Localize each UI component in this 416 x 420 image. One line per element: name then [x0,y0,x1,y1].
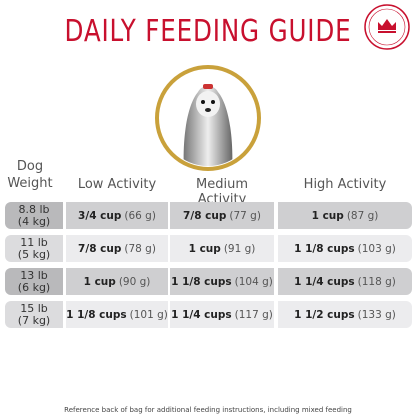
grams: (104 g) [234,275,273,288]
amount: 1 cup [311,209,344,222]
amount: 1 1/4 cups [294,275,355,288]
column-header: High Activity [303,177,387,192]
weight-kg: (4 kg) [17,214,51,228]
weight-lb: 15 lb [20,301,48,315]
dog-photo [155,65,261,171]
weight-lb: 13 lb [20,268,48,282]
amount-cell: 1 1/4 cups (118 g) [278,268,412,295]
grams: (90 g) [118,275,151,288]
amount-cell: 1 cup (90 g) [66,268,168,295]
grams: (77 g) [229,209,261,222]
amount-cell: 7/8 cup (77 g) [170,202,274,229]
column-header: Dog Weight [7,159,53,191]
amount-cell: 7/8 cup (78 g) [66,235,168,262]
amount: 1 cup [83,275,116,288]
amount-cell: 1 1/4 cups (117 g) [170,301,274,328]
amount: 1 1/8 cups [294,242,355,255]
grams: (103 g) [357,242,396,255]
grams: (118 g) [357,275,396,288]
grams: (117 g) [234,308,273,321]
weight-cell: 15 lb (7 kg) [5,301,63,328]
amount: 3/4 cup [78,209,122,222]
footer-note: Reference back of bag for additional fee… [64,406,352,414]
amount: 7/8 cup [78,242,122,255]
amount-cell: 1 cup (91 g) [170,235,274,262]
logo [364,4,410,50]
amount-cell: 1 1/8 cups (103 g) [278,235,412,262]
weight-kg: (6 kg) [17,280,51,294]
amount: 1 1/8 cups [66,308,127,321]
amount: 1 1/4 cups [171,308,232,321]
title: DAILY FEEDING GUIDE [64,14,352,49]
weight-kg: (5 kg) [17,247,51,261]
amount-cell: 1 1/8 cups (104 g) [170,268,274,295]
amount-cell: 1 1/8 cups (101 g) [66,301,168,328]
grams: (91 g) [223,242,256,255]
grams: (78 g) [124,242,156,255]
grams: (133 g) [357,308,396,321]
weight-cell: 8.8 lb (4 kg) [5,202,63,229]
weight-cell: 11 lb (5 kg) [5,235,63,262]
grams: (87 g) [346,209,379,222]
amount-cell: 1 cup (87 g) [278,202,412,229]
grams: (66 g) [124,209,156,222]
amount: 7/8 cup [183,209,227,222]
amount-cell: 1 1/2 cups (133 g) [278,301,412,328]
weight-cell: 13 lb (6 kg) [5,268,63,295]
weight-kg: (7 kg) [17,313,51,327]
grams: (101 g) [129,308,168,321]
amount: 1 1/2 cups [294,308,355,321]
weight-lb: 11 lb [20,235,48,249]
column-header: Low Activity [77,177,157,192]
amount: 1 1/8 cups [171,275,232,288]
weight-lb: 8.8 lb [18,202,50,216]
amount: 1 cup [188,242,221,255]
amount-cell: 3/4 cup (66 g) [66,202,168,229]
